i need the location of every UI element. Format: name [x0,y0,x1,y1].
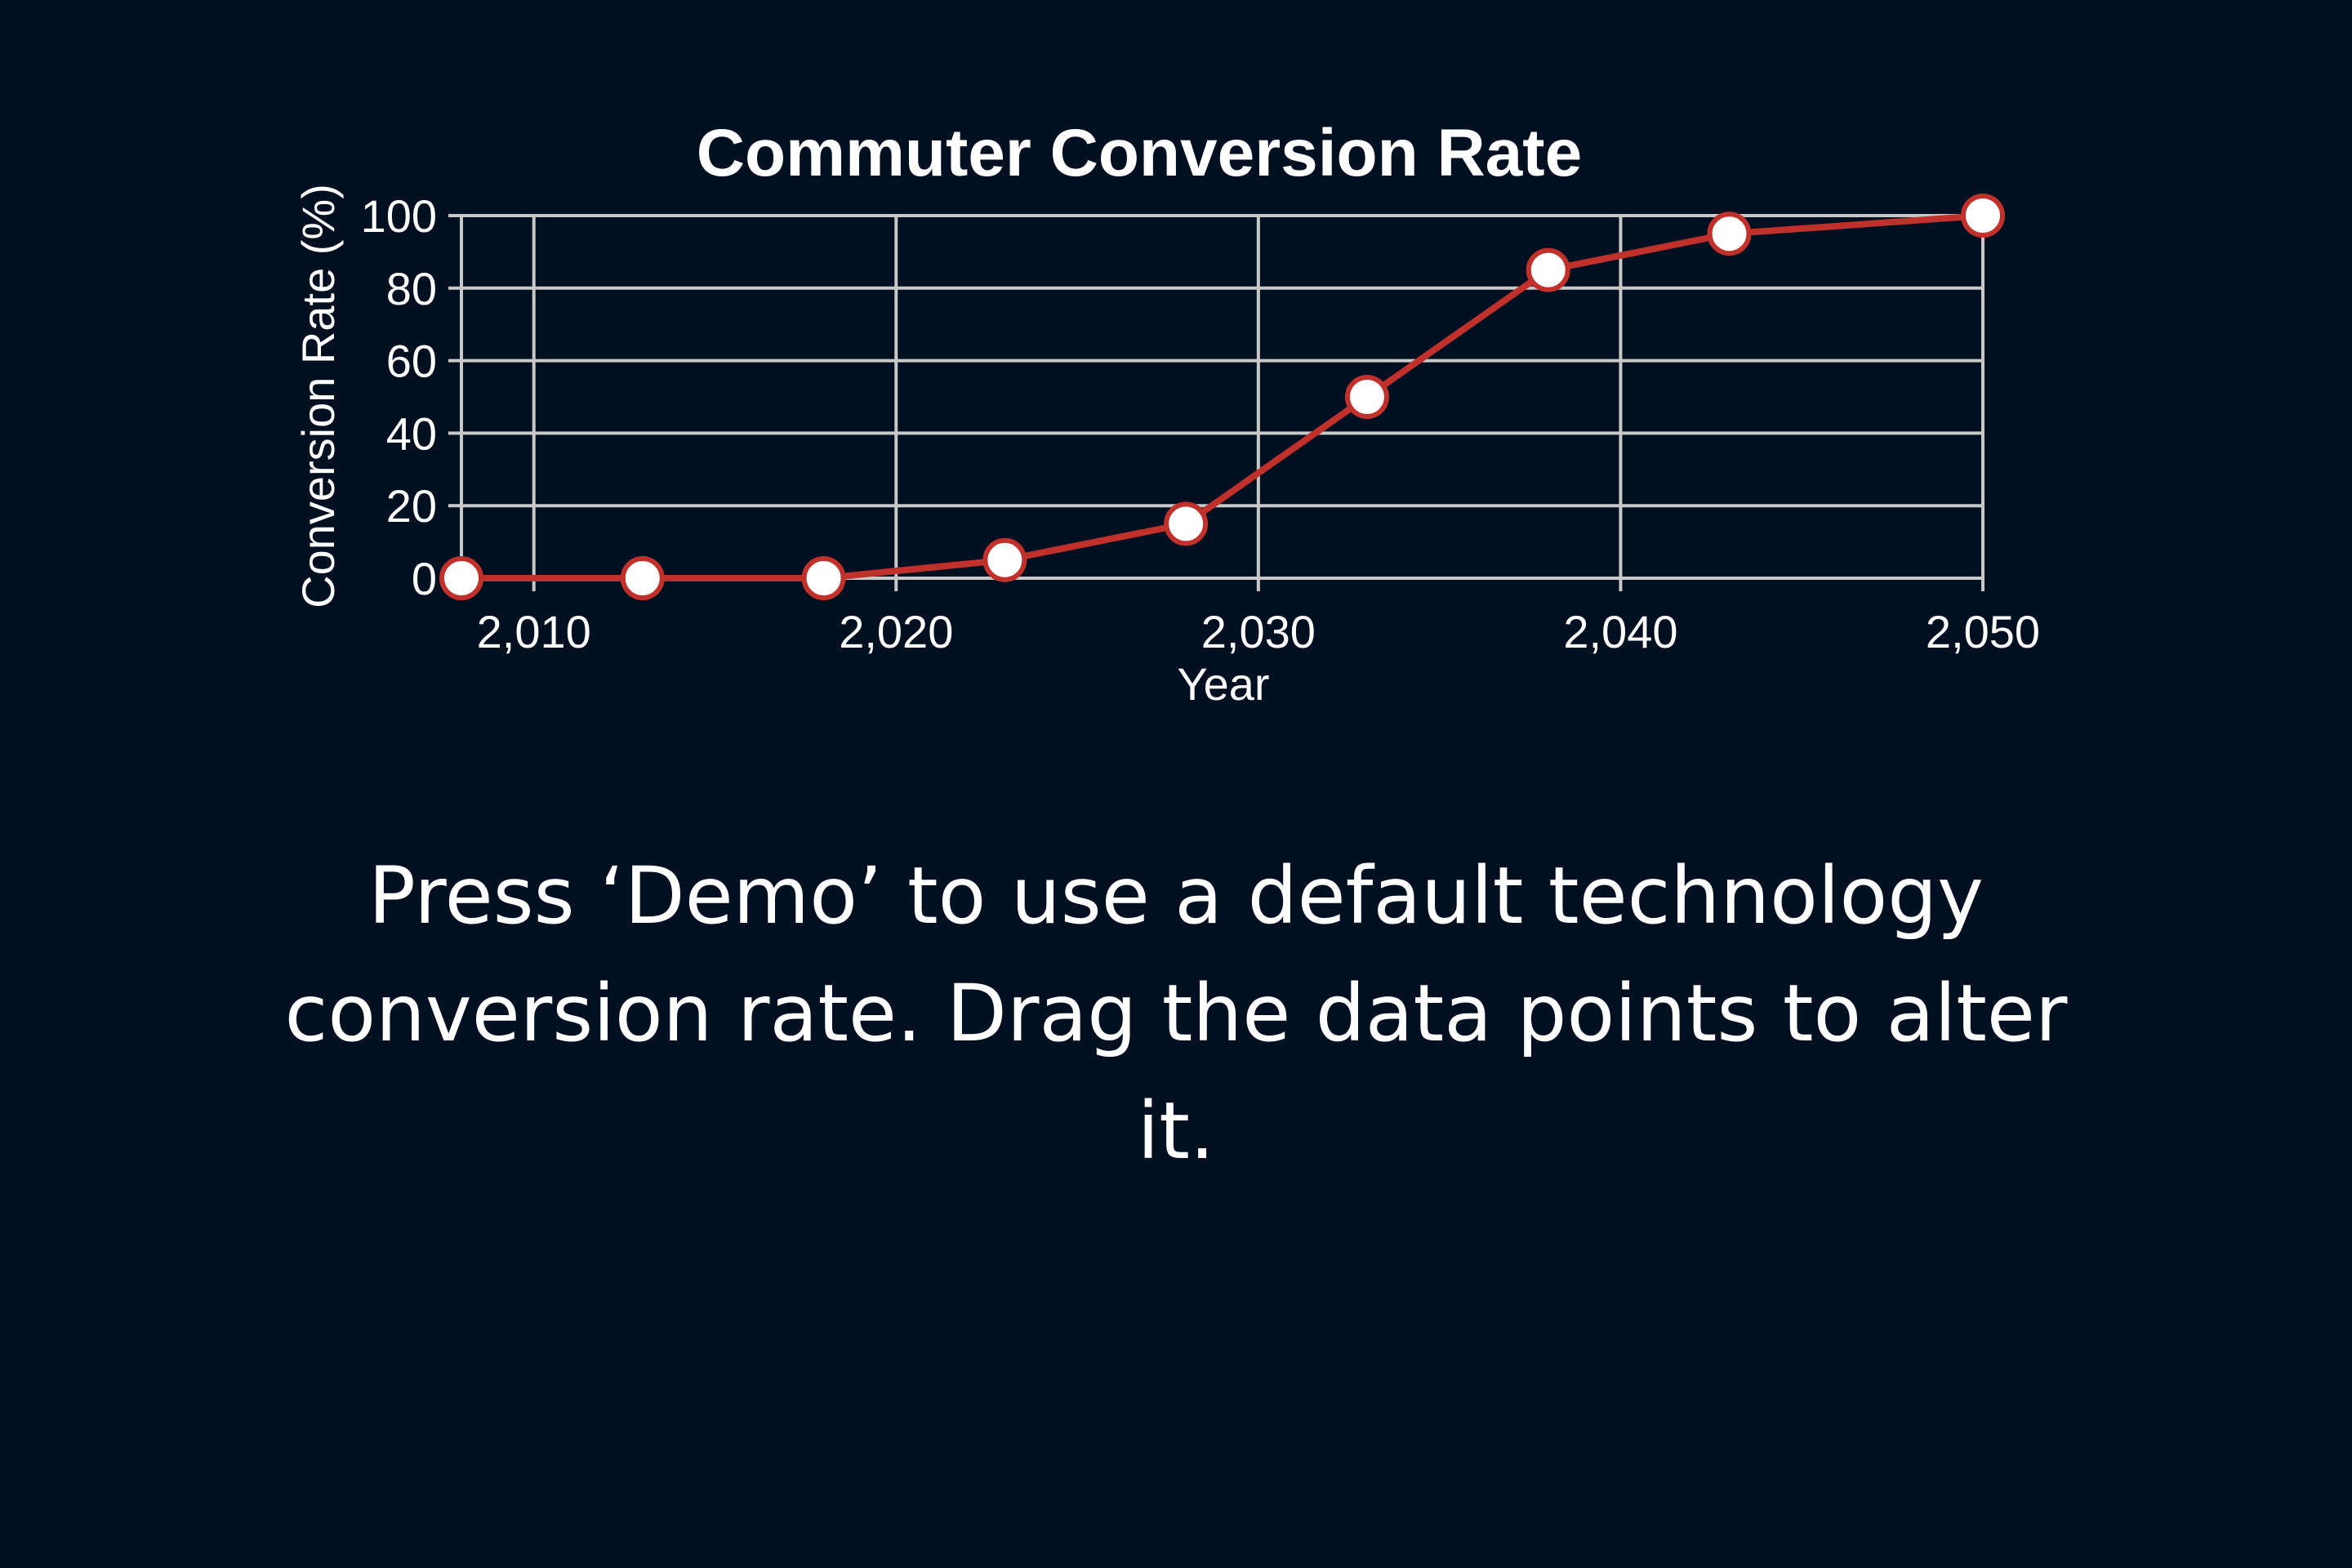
x-tick-label: 2,050 [1926,606,2040,657]
y-axis-title: Conversion Rate (%) [292,184,344,608]
data-point[interactable] [1526,247,1570,292]
data-point[interactable] [1344,375,1389,419]
y-tick-label: 100 [361,190,437,242]
y-axis-ticks: 0 20 40 60 80 100 [361,190,461,604]
x-tick-label: 2,030 [1201,606,1316,657]
x-tick-label: 2,010 [477,606,591,657]
x-axis-title: Year [1177,658,1269,710]
data-point[interactable] [982,537,1027,582]
data-point[interactable] [801,556,846,600]
y-tick-label: 60 [386,336,437,387]
x-tick-label: 2,040 [1563,606,1677,657]
x-axis-ticks: 2,010 2,020 2,030 2,040 2,050 [477,578,2040,657]
y-tick-label: 80 [386,263,437,314]
chart-axes [460,216,1983,580]
data-point[interactable] [439,556,483,600]
y-tick-label: 40 [386,408,437,459]
y-tick-label: 0 [412,553,437,604]
conversion-rate-chart: Commuter Conversion Rate 2,010 2,020 2,030… [292,116,2040,710]
data-point[interactable] [1961,194,2005,238]
x-tick-label: 2,020 [839,606,953,657]
y-tick-label: 20 [386,480,437,532]
series-line [461,212,1984,581]
data-point[interactable] [1164,501,1209,546]
chart-title: Commuter Conversion Rate [697,116,1582,190]
data-point[interactable] [620,556,665,600]
instructions-text: Press ‘Demo’ to use a default technology… [284,850,2068,1177]
data-point[interactable] [1707,212,1752,256]
chart-grid [461,214,1984,580]
conversion-series [439,194,2005,600]
